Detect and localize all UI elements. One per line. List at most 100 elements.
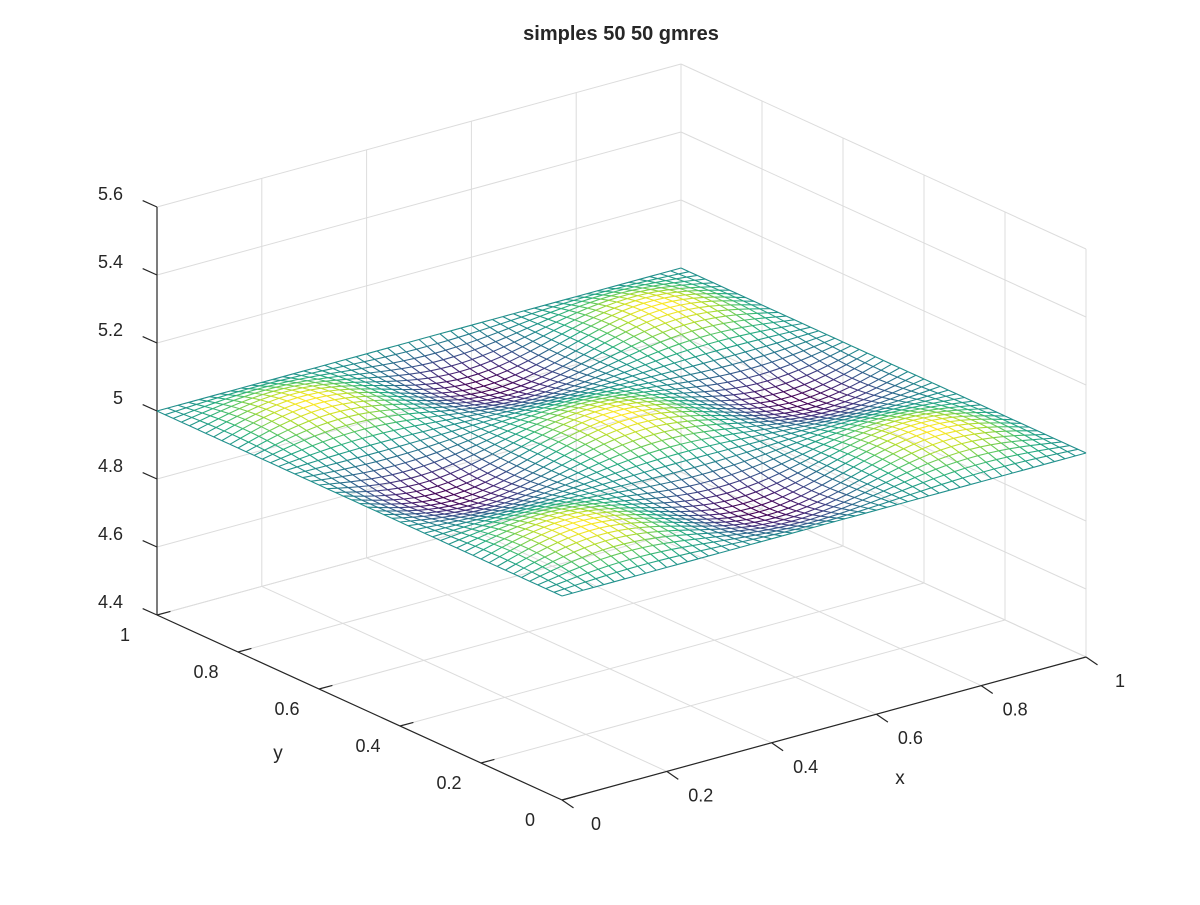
- mesh-line: [535, 510, 543, 511]
- mesh-line: [715, 522, 725, 523]
- mesh-line: [502, 507, 510, 508]
- mesh-line: [401, 503, 411, 504]
- mesh-line: [837, 518, 845, 519]
- mesh-line: [747, 408, 757, 409]
- mesh-line: [873, 415, 881, 416]
- mesh-line: [498, 514, 506, 515]
- mesh-line: [616, 289, 624, 290]
- mesh-line: [607, 512, 617, 513]
- mesh-line: [481, 513, 489, 514]
- mesh-line: [506, 515, 514, 516]
- mesh-line: [759, 421, 769, 422]
- mesh-line: [708, 533, 718, 534]
- mesh-line: [723, 525, 733, 526]
- mesh-line: [339, 389, 349, 390]
- mesh-line: [731, 400, 741, 401]
- mesh-line: [575, 399, 583, 400]
- mesh-line: [883, 412, 891, 413]
- mesh-line: [608, 288, 616, 289]
- mesh-line: [537, 506, 545, 507]
- mesh-line: [527, 509, 535, 510]
- mesh-line: [249, 389, 257, 390]
- mesh-line: [415, 384, 425, 385]
- mesh-line: [672, 412, 682, 413]
- mesh-line: [688, 291, 698, 292]
- mesh-line: [698, 420, 708, 421]
- mesh-line: [816, 524, 824, 525]
- mesh-line: [859, 410, 867, 411]
- mesh-line: [795, 529, 803, 530]
- mesh-line: [761, 418, 771, 419]
- mesh-line: [238, 392, 246, 393]
- mesh-line: [402, 517, 412, 518]
- mesh-line: [423, 389, 433, 390]
- mesh-line: [262, 382, 270, 383]
- mesh-line: [392, 518, 402, 519]
- mesh-line: [755, 411, 765, 412]
- mesh-line: [955, 413, 965, 414]
- mesh-line: [230, 391, 238, 392]
- mesh-line: [969, 423, 979, 424]
- mesh-line: [739, 404, 749, 405]
- mesh-line: [662, 394, 672, 395]
- mesh-line: [650, 398, 660, 399]
- mesh-line: [856, 414, 864, 415]
- mesh-line: [653, 503, 663, 504]
- mesh-line: [961, 420, 971, 421]
- mesh-line: [848, 413, 856, 414]
- mesh-line: [862, 417, 870, 418]
- mesh-line: [570, 395, 578, 396]
- mesh-line: [673, 393, 683, 394]
- mesh-line: [647, 401, 657, 402]
- mesh-line: [652, 394, 662, 395]
- mesh-line: [348, 393, 358, 394]
- mesh-line: [364, 401, 374, 402]
- mesh-line: [508, 511, 516, 512]
- mesh-line: [854, 417, 862, 418]
- mesh-line: [957, 410, 967, 411]
- mesh-line: [546, 404, 554, 405]
- mesh-line: [702, 301, 712, 302]
- mesh-line: [559, 398, 567, 399]
- mesh-line: [490, 513, 498, 514]
- mesh-line: [728, 309, 738, 310]
- mesh-line: [241, 388, 249, 389]
- mesh-line: [521, 505, 529, 506]
- mesh-line: [738, 423, 748, 424]
- mesh-line: [393, 499, 403, 500]
- mesh-line: [516, 512, 524, 513]
- mesh-line: [334, 383, 344, 384]
- mesh-line: [826, 521, 834, 522]
- mesh-line: [443, 407, 453, 408]
- mesh-line: [511, 508, 519, 509]
- mesh-line: [401, 408, 411, 409]
- mesh-line: [683, 392, 693, 393]
- mesh-line: [397, 380, 407, 381]
- mesh-line: [557, 401, 565, 402]
- mesh-line: [658, 531, 668, 532]
- mesh-line: [846, 416, 854, 417]
- mesh-line: [683, 506, 693, 507]
- mesh-line: [623, 518, 633, 519]
- mesh-line: [410, 506, 420, 507]
- mesh-line: [530, 403, 538, 404]
- mesh-line: [576, 297, 584, 298]
- mesh-line: [694, 392, 704, 393]
- mesh-line: [612, 505, 622, 506]
- mesh-line: [587, 294, 595, 295]
- mesh-line: [747, 313, 757, 314]
- mesh-line: [867, 411, 875, 412]
- mesh-line: [881, 415, 889, 416]
- mesh-line: [578, 396, 586, 397]
- mesh-line: [338, 488, 348, 489]
- mesh-line: [844, 420, 852, 421]
- mesh-line: [615, 515, 625, 516]
- mesh-line: [835, 419, 843, 420]
- mesh-line: [703, 283, 713, 284]
- mesh-line: [270, 383, 278, 384]
- mesh-line: [500, 511, 508, 512]
- mesh-line: [687, 534, 697, 535]
- mesh-line: [609, 508, 619, 509]
- mesh-line: [524, 512, 532, 513]
